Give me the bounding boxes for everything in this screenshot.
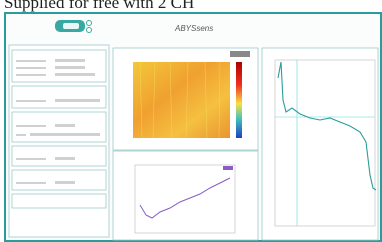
colorbar <box>236 62 242 138</box>
page: Supplied for free with 2 CH ABYSsens <box>0 0 382 242</box>
legend <box>223 166 233 170</box>
screenshot: ABYSsens <box>0 0 382 242</box>
spectrogram <box>133 62 230 138</box>
logo-inner <box>63 23 79 29</box>
profile-panel <box>262 48 378 240</box>
logo-text: ABYSsens <box>174 24 213 33</box>
toolbar[interactable] <box>230 51 250 57</box>
